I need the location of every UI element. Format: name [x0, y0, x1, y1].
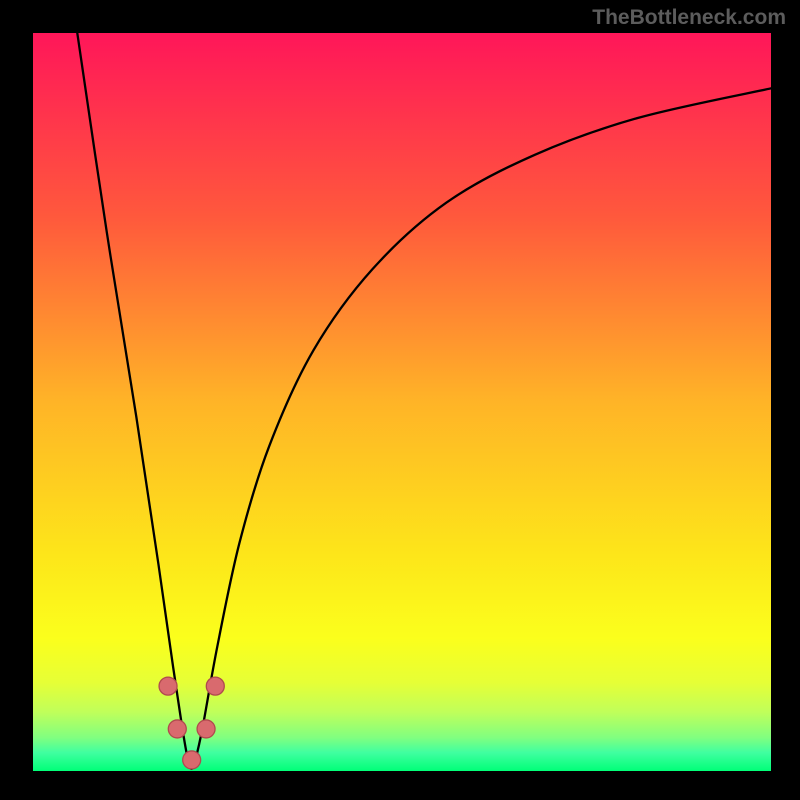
- watermark-text: TheBottleneck.com: [592, 6, 786, 30]
- chart-container: TheBottleneck.com: [0, 0, 800, 800]
- plot-background: [33, 33, 771, 771]
- marker-point: [183, 751, 201, 769]
- marker-point: [168, 720, 186, 738]
- bottleneck-chart: [0, 0, 800, 800]
- marker-point: [197, 720, 215, 738]
- marker-point: [206, 677, 224, 695]
- marker-point: [159, 677, 177, 695]
